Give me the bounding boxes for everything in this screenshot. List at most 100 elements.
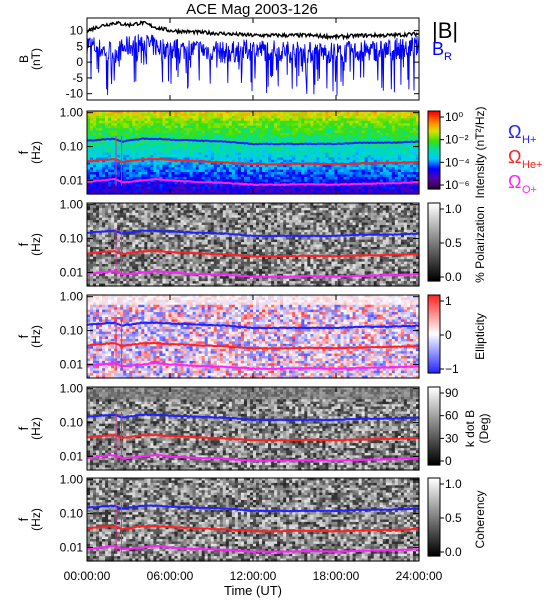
heatmap-cell — [153, 132, 158, 137]
heatmap-cell — [159, 128, 164, 132]
heatmap-cell — [219, 118, 224, 122]
heatmap-cell — [277, 128, 281, 132]
heatmap-cell — [225, 118, 230, 122]
heatmap-cell — [234, 120, 239, 124]
heatmap-cell — [259, 115, 263, 119]
heatmap-cell — [90, 118, 94, 122]
heatmap-cell — [234, 169, 239, 173]
heatmap-cell — [253, 164, 257, 168]
heatmap-cell — [156, 135, 161, 139]
heatmap-cell — [150, 140, 154, 144]
heatmap-cell — [204, 179, 209, 183]
heatmap-cell — [207, 111, 212, 115]
heatmap-cell — [183, 147, 188, 151]
heatmap-cell — [228, 159, 233, 163]
heatmap-cell — [271, 140, 275, 144]
heatmap-cell — [147, 154, 151, 158]
heatmap-cell — [90, 154, 94, 158]
heatmap-cell — [216, 152, 221, 156]
heatmap-cell — [210, 152, 215, 156]
heatmap-cell — [256, 152, 260, 156]
heatmap-cell — [96, 176, 100, 180]
heatmap-cell — [114, 120, 118, 124]
heatmap-cell — [126, 162, 130, 166]
heatmap-cell — [186, 135, 191, 139]
heatmap-cell — [102, 111, 106, 115]
heatmap-cell — [201, 176, 206, 180]
heatmap-cell — [204, 120, 209, 124]
heatmap-cell — [192, 186, 197, 190]
heatmap-cell — [198, 179, 203, 183]
heatmap-cell — [268, 159, 272, 163]
heatmap-cell — [277, 125, 281, 129]
heatmap-cell — [265, 154, 269, 158]
heatmap-cell — [186, 172, 191, 176]
heatmap-cell — [135, 191, 139, 195]
heatmap-cell — [90, 130, 94, 134]
heatmap-cell — [108, 152, 112, 156]
heatmap-cell — [246, 159, 251, 163]
heatmap-cell — [168, 176, 173, 180]
heatmap-cell — [147, 150, 151, 154]
heatmap-cell — [265, 145, 269, 149]
heatmap-cell — [240, 118, 245, 122]
heatmap-cell — [129, 174, 133, 178]
heatmap-cell — [201, 147, 206, 151]
heatmap-cell — [144, 191, 148, 195]
heatmap-cell — [105, 125, 109, 129]
heatmap-cell — [265, 164, 269, 168]
heatmap-cell — [237, 132, 242, 137]
heatmap-cell — [153, 147, 158, 151]
heatmap-cell — [259, 181, 263, 185]
heatmap-cell — [141, 154, 145, 158]
heatmap-cell — [192, 132, 197, 137]
heatmap-cell — [96, 123, 100, 127]
heatmap-cell — [243, 115, 248, 119]
heatmap-cell — [159, 184, 164, 188]
heatmap-cell — [150, 111, 154, 115]
heatmap-cell — [268, 132, 272, 137]
heatmap-cell — [93, 128, 97, 132]
heatmap-cell — [138, 120, 142, 124]
heatmap-cell — [277, 137, 281, 141]
heatmap-cell — [246, 132, 251, 137]
heatmap-cell — [117, 169, 121, 173]
heatmap-cell — [174, 169, 179, 173]
heatmap-cell — [135, 181, 139, 185]
heatmap-cell — [210, 179, 215, 183]
heatmap-cell — [210, 147, 215, 151]
heatmap-cell — [132, 142, 136, 146]
heatmap-cell — [274, 147, 278, 151]
heatmap-cell — [259, 125, 263, 129]
heatmap-cell — [114, 132, 118, 137]
heatmap-cell — [183, 191, 188, 195]
heatmap-cell — [228, 164, 233, 168]
heatmap-cell — [156, 176, 161, 180]
heatmap-cell — [168, 120, 173, 124]
heatmap-cell — [225, 135, 230, 139]
heatmap-cell — [277, 174, 281, 178]
heatmap-cell — [111, 169, 115, 173]
heatmap-cell — [183, 113, 188, 117]
heatmap-cell — [189, 132, 194, 137]
heatmap-cell — [93, 174, 97, 178]
heatmap-cell — [138, 184, 142, 188]
heatmap-cell — [253, 137, 257, 141]
heatmap-cell — [192, 184, 197, 188]
heatmap-cell — [210, 132, 215, 137]
heatmap-cell — [195, 150, 200, 154]
heatmap-cell — [210, 130, 215, 134]
heatmap-cell — [198, 169, 203, 173]
heatmap-cell — [99, 184, 103, 188]
heatmap-cell — [99, 164, 103, 168]
heatmap-cell — [186, 130, 191, 134]
heatmap-cell — [249, 169, 254, 173]
heatmap-cell — [268, 115, 272, 119]
heatmap-cell — [174, 142, 179, 146]
heatmap-cell — [243, 145, 248, 149]
heatmap-cell — [259, 189, 263, 193]
heatmap-cell — [210, 157, 215, 161]
heatmap-cell — [268, 135, 272, 139]
heatmap-cell — [153, 164, 158, 168]
heatmap-cell — [192, 140, 197, 144]
